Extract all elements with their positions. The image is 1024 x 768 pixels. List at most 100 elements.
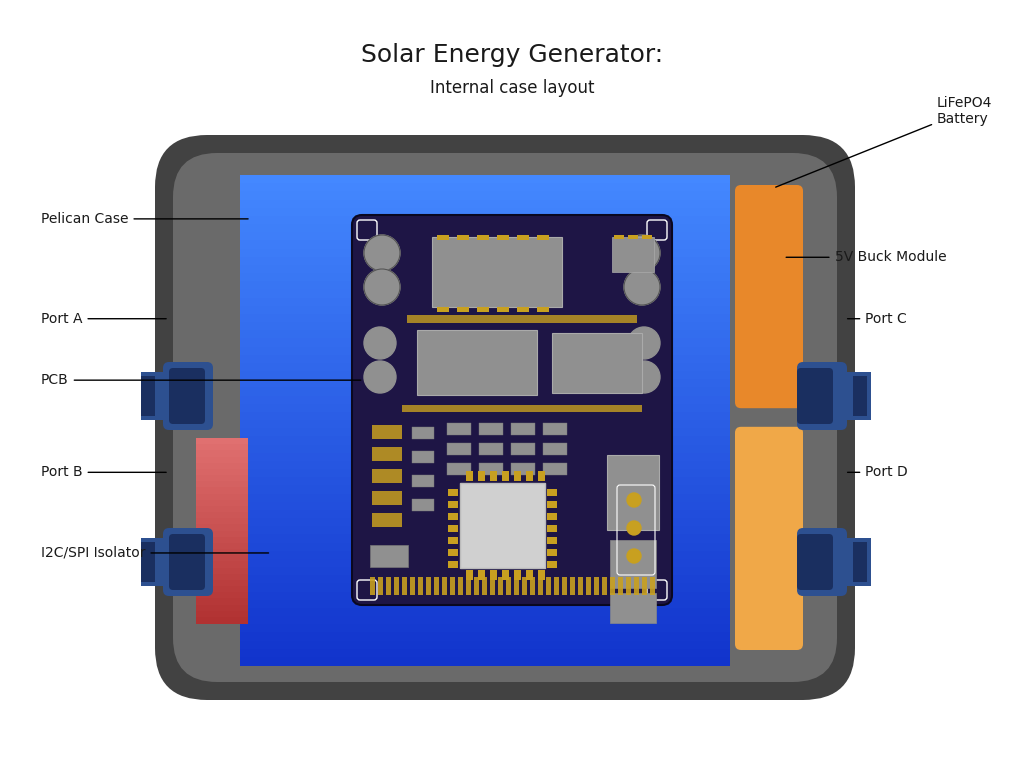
Bar — [240, 265, 730, 274]
Bar — [240, 461, 730, 470]
Bar — [642, 577, 647, 595]
Bar — [240, 641, 730, 650]
Bar — [490, 471, 497, 481]
Bar — [240, 542, 730, 551]
Bar — [477, 235, 489, 240]
Bar — [478, 471, 485, 481]
Text: 5V Buck Module: 5V Buck Module — [786, 250, 946, 264]
Bar — [240, 559, 730, 568]
Bar — [240, 355, 730, 364]
FancyBboxPatch shape — [173, 153, 837, 682]
Bar — [642, 235, 652, 239]
Bar — [196, 592, 248, 599]
Bar — [196, 518, 248, 525]
Bar — [546, 577, 551, 595]
Bar — [586, 577, 591, 595]
Bar — [196, 488, 248, 495]
Bar — [240, 387, 730, 396]
Bar — [240, 232, 730, 241]
Bar — [240, 216, 730, 225]
Bar — [449, 525, 458, 532]
Bar — [240, 371, 730, 380]
Bar — [412, 475, 434, 487]
Bar — [240, 362, 730, 372]
Bar — [196, 604, 248, 611]
FancyBboxPatch shape — [155, 135, 855, 700]
Bar — [240, 632, 730, 641]
Bar — [240, 257, 730, 266]
Bar — [511, 463, 535, 475]
Bar — [196, 512, 248, 519]
Bar — [378, 577, 383, 595]
Bar — [538, 577, 543, 595]
Bar — [196, 611, 248, 617]
Circle shape — [624, 235, 660, 271]
Bar — [449, 561, 458, 568]
Bar — [240, 290, 730, 299]
Bar — [547, 537, 557, 544]
Bar — [240, 412, 730, 421]
FancyBboxPatch shape — [797, 528, 847, 596]
Bar — [240, 436, 730, 445]
Bar — [196, 555, 248, 562]
Bar — [570, 577, 575, 595]
Bar — [412, 427, 434, 439]
Bar — [141, 542, 155, 582]
Bar — [240, 551, 730, 560]
Bar — [372, 447, 402, 461]
Bar — [578, 577, 583, 595]
FancyBboxPatch shape — [352, 215, 672, 605]
Bar — [240, 591, 730, 601]
Bar — [412, 451, 434, 463]
Bar — [502, 570, 509, 580]
Bar — [538, 570, 545, 580]
Text: PCB: PCB — [41, 373, 360, 387]
Bar — [196, 438, 248, 445]
Text: Pelican Case: Pelican Case — [41, 212, 248, 226]
Bar — [240, 477, 730, 486]
Bar — [449, 537, 458, 544]
Bar — [240, 535, 730, 544]
Bar — [650, 577, 655, 595]
Circle shape — [364, 327, 396, 359]
Bar — [466, 471, 473, 481]
Bar — [845, 538, 871, 586]
Circle shape — [364, 235, 400, 271]
FancyBboxPatch shape — [735, 427, 803, 650]
Bar — [634, 577, 639, 595]
Bar — [514, 471, 521, 481]
Bar — [196, 462, 248, 470]
Bar — [407, 315, 637, 323]
Bar — [196, 586, 248, 593]
Bar — [240, 485, 730, 495]
Bar — [196, 574, 248, 581]
Bar — [196, 500, 248, 507]
Bar — [240, 584, 730, 592]
Bar — [240, 396, 730, 405]
Bar — [614, 235, 624, 239]
Circle shape — [624, 269, 660, 305]
Bar — [474, 577, 479, 595]
Bar — [447, 463, 471, 475]
Bar — [141, 372, 167, 420]
Bar — [372, 491, 402, 505]
Bar — [240, 616, 730, 625]
Bar — [432, 237, 562, 307]
Text: Port D: Port D — [848, 465, 908, 479]
Bar — [196, 482, 248, 488]
Bar — [196, 494, 248, 501]
Bar — [412, 499, 434, 511]
Bar — [477, 307, 489, 312]
Bar — [240, 429, 730, 437]
Bar — [240, 624, 730, 634]
Bar — [196, 598, 248, 605]
Bar — [372, 425, 402, 439]
Bar — [517, 235, 529, 240]
Bar — [479, 463, 503, 475]
Bar — [466, 577, 471, 595]
Bar — [502, 471, 509, 481]
FancyBboxPatch shape — [169, 534, 205, 590]
Bar — [537, 307, 549, 312]
Bar — [410, 577, 415, 595]
Bar — [478, 570, 485, 580]
